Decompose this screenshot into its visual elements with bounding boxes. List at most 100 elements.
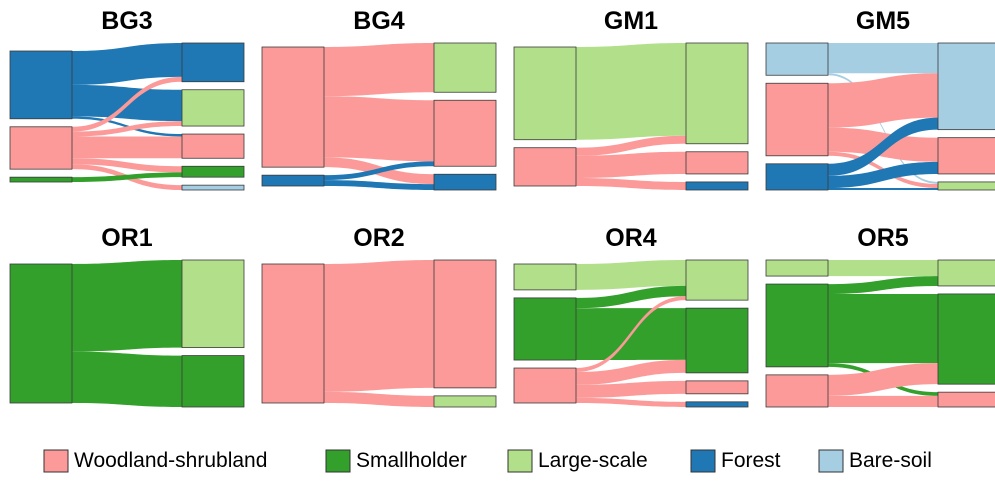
flow-woodland-shrubland-to-woodland-shrubland	[576, 151, 686, 178]
node-source-forest	[765, 163, 829, 191]
nodes-or1	[9, 259, 245, 408]
flow-woodland-shrubland-to-large-scale	[576, 135, 686, 156]
panel-gm5: GM5	[765, 7, 995, 191]
node-source-smallholder	[9, 263, 73, 404]
flow-woodland-shrubland-to-smallholder	[576, 359, 686, 385]
node-target-woodland-shrubland	[433, 259, 497, 389]
legend-label-forest: Forest	[721, 449, 781, 472]
legend-swatch-smallholder	[325, 449, 351, 473]
panel-gm1: GM1	[513, 7, 749, 191]
flow-smallholder-to-smallholder	[72, 172, 182, 182]
nodes-gm5	[765, 42, 995, 191]
flow-forest-to-bare-soil	[828, 117, 938, 176]
panel-or4: OR4	[513, 224, 749, 408]
flows-or5	[828, 260, 938, 407]
node-source-woodland-shrubland	[513, 147, 577, 187]
legend-label-large-scale: Large-scale	[538, 449, 648, 472]
panels-layer: BG3 BG4 GM1 GM5 OR1 OR2 OR4 OR5	[9, 7, 995, 408]
node-target-woodland-shrubland	[937, 391, 995, 408]
node-target-smallholder	[181, 165, 245, 178]
node-source-large-scale	[765, 259, 829, 277]
flow-woodland-shrubland-to-forest	[72, 76, 182, 132]
flow-woodland-shrubland-to-large-scale	[576, 296, 686, 372]
flow-woodland-shrubland-to-bare-soil	[828, 73, 938, 128]
node-source-smallholder	[513, 297, 577, 361]
panel-title-or2: OR2	[353, 224, 404, 252]
node-source-forest	[9, 50, 73, 120]
panel-title-or5: OR5	[857, 224, 909, 252]
flow-smallholder-to-smallholder	[72, 351, 182, 407]
legend-label-smallholder: Smallholder	[356, 449, 467, 472]
node-target-woodland-shrubland	[433, 99, 497, 167]
flows-or4	[576, 260, 686, 407]
node-target-large-scale	[685, 259, 749, 301]
node-target-large-scale	[433, 395, 497, 408]
legend-label-bare-soil: Bare-soil	[849, 449, 932, 472]
flow-woodland-shrubland-to-woodland-shrubland	[576, 380, 686, 398]
flow-forest-to-woodland-shrubland	[828, 161, 938, 188]
legend-item-large-scale: Large-scale	[507, 449, 648, 473]
panel-or5: OR5	[765, 224, 995, 408]
node-target-large-scale	[937, 181, 995, 191]
legend-item-forest: Forest	[690, 449, 781, 473]
flow-woodland-shrubland-to-large-scale	[72, 121, 182, 137]
flows-bg4	[324, 43, 434, 190]
flow-woodland-shrubland-to-smallholder	[828, 363, 938, 396]
flow-bare-soil-to-large-scale	[828, 73, 938, 184]
flow-woodland-shrubland-to-forest	[576, 397, 686, 407]
flow-woodland-shrubland-to-forest	[576, 177, 686, 190]
flows-gm5	[828, 43, 938, 190]
node-target-large-scale	[937, 259, 995, 287]
flow-large-scale-to-large-scale	[576, 260, 686, 290]
node-target-forest	[181, 42, 245, 83]
flow-bare-soil-to-bare-soil	[828, 43, 938, 74]
nodes-bg3	[9, 42, 245, 191]
node-target-large-scale	[685, 42, 749, 145]
legend-swatch-woodland-shrubland	[43, 449, 69, 473]
legend-swatch-bare-soil	[818, 449, 844, 473]
node-target-woodland-shrubland	[937, 137, 995, 175]
panel-bg3: BG3	[9, 7, 245, 191]
flows-bg3	[72, 43, 182, 190]
node-source-woodland-shrubland	[261, 263, 325, 404]
node-target-bare-soil	[937, 42, 995, 131]
flow-smallholder-to-large-scale	[828, 276, 938, 294]
node-target-large-scale	[181, 89, 245, 127]
flow-woodland-shrubland-to-smallholder	[72, 158, 182, 173]
node-target-forest	[433, 173, 497, 191]
node-source-smallholder	[765, 283, 829, 368]
node-source-bare-soil	[765, 42, 829, 76]
legend-item-smallholder: Smallholder	[325, 449, 467, 473]
flow-woodland-shrubland-to-woodland-shrubland	[324, 260, 434, 392]
flow-smallholder-to-large-scale	[576, 285, 686, 309]
panel-title-or1: OR1	[101, 224, 153, 252]
node-target-large-scale	[181, 259, 245, 348]
flow-smallholder-to-large-scale	[72, 260, 182, 352]
panel-title-bg3: BG3	[101, 7, 152, 35]
node-target-large-scale	[433, 42, 497, 93]
node-source-large-scale	[513, 46, 577, 141]
node-target-smallholder	[685, 307, 749, 374]
legend-item-woodland-shrubland: Woodland-shrubland	[43, 449, 267, 473]
panel-or1: OR1	[9, 224, 245, 408]
panel-title-bg4: BG4	[353, 7, 405, 35]
flows-gm1	[576, 43, 686, 190]
node-target-bare-soil	[181, 184, 245, 191]
node-target-woodland-shrubland	[685, 380, 749, 395]
panel-title-gm1: GM1	[604, 7, 658, 35]
flows-or2	[324, 260, 434, 407]
node-source-large-scale	[513, 263, 577, 291]
nodes-bg4	[261, 42, 497, 191]
legend-item-bare-soil: Bare-soil	[818, 449, 932, 473]
flow-forest-to-large-scale	[828, 187, 938, 190]
node-target-smallholder	[937, 293, 995, 385]
panel-or2: OR2	[261, 224, 497, 408]
node-target-woodland-shrubland	[181, 133, 245, 159]
flow-forest-to-woodland-shrubland	[324, 161, 434, 181]
node-source-smallholder	[9, 176, 73, 183]
panel-title-or4: OR4	[605, 224, 657, 252]
flow-forest-to-forest	[72, 43, 182, 85]
node-target-forest	[685, 401, 749, 408]
flow-woodland-shrubland-to-woodland-shrubland	[72, 136, 182, 159]
